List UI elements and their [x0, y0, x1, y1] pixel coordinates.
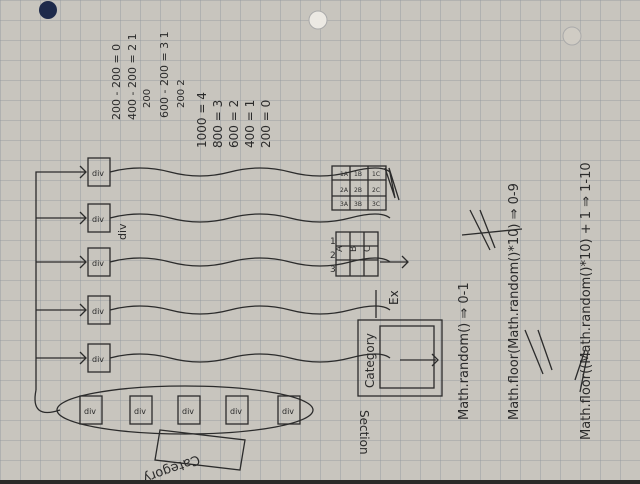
row-1: 1: [330, 237, 336, 247]
div-box-labels: div div div div div div div div div div: [84, 169, 294, 416]
value-line-3: 600 = 2: [227, 100, 241, 148]
cat-div-text-2: div: [134, 407, 146, 416]
cell-1a: 1A: [340, 171, 349, 178]
category-box-label: Category: [363, 333, 377, 388]
div-text-3: div: [92, 259, 104, 268]
small-table: [331, 165, 387, 211]
div-text-5: div: [92, 355, 104, 364]
cat-div-2: [129, 395, 153, 425]
cell-1b: 1B: [354, 171, 362, 178]
grid-header-b: B: [349, 246, 359, 252]
div-text-4: div: [92, 307, 104, 316]
grid-header-c: C: [363, 246, 373, 252]
value-line-5: 200 = 0: [259, 100, 273, 148]
cat-div-4: [225, 395, 249, 425]
cat-div-3: [177, 395, 201, 425]
cat-div-text-5: div: [282, 407, 294, 416]
ex-label: Ex: [387, 290, 401, 305]
cat-div-1: [79, 395, 103, 425]
table-cells: 1A 1B 1C 2A 2B 2C 3A 3B 3C: [340, 171, 380, 208]
div-text-1: div: [92, 169, 104, 178]
cell-2c: 2C: [372, 187, 380, 194]
binder-hole-right: [562, 26, 582, 46]
calc-line-5: 200 2: [176, 79, 187, 108]
rotated-div-label: div: [116, 223, 129, 240]
grid-header-a: A: [335, 245, 345, 252]
calc-line-4: 600 - 200 = 3 1: [158, 31, 171, 118]
category-label-box: [154, 429, 246, 471]
cat-div-5: [277, 395, 301, 425]
cell-3b: 3B: [354, 201, 362, 208]
category-ellipse: [56, 385, 314, 435]
grid-row-numbers: 1 2 3: [330, 237, 336, 275]
calc-line-3: 200: [142, 89, 153, 108]
cat-div-text-3: div: [182, 407, 194, 416]
binder-hole-left: [39, 1, 57, 19]
cat-div-text-1: div: [84, 407, 96, 416]
value-line-4: 400 = 1: [243, 100, 257, 148]
cell-2b: 2B: [354, 187, 362, 194]
div-text-2: div: [92, 215, 104, 224]
math-line-1: Math.random() ⇒ 0-1: [457, 282, 472, 420]
value-line-2: 800 = 3: [211, 100, 225, 148]
cat-div-text-4: div: [230, 407, 242, 416]
row-3: 3: [330, 265, 336, 275]
value-line-1: 1000 = 4: [195, 92, 209, 148]
section-label: Section: [357, 410, 371, 455]
diagram-left: [34, 157, 589, 471]
scribble: [384, 167, 400, 201]
wave-1: [109, 167, 391, 177]
row-2: 2: [330, 251, 336, 261]
calc-line-1: 200 - 200 = 0: [110, 44, 123, 120]
math-line-3: Math.floor((Math.random()*10) + 1 ⇒ 1-10: [579, 162, 594, 440]
cell-3c: 3C: [372, 201, 380, 208]
cell-3a: 3A: [340, 201, 349, 208]
abc-grid: [335, 231, 379, 277]
arrow-line-1: [35, 171, 86, 390]
math-line-2: Math.floor(Math.random()*10) ⇒ 0-9: [507, 183, 522, 420]
cell-1c: 1C: [372, 171, 380, 178]
cell-2a: 2A: [340, 187, 349, 194]
section-box: [357, 319, 443, 397]
calc-line-2: 400 - 200 = 2 1: [126, 33, 139, 120]
binder-hole-mid: [308, 10, 328, 30]
